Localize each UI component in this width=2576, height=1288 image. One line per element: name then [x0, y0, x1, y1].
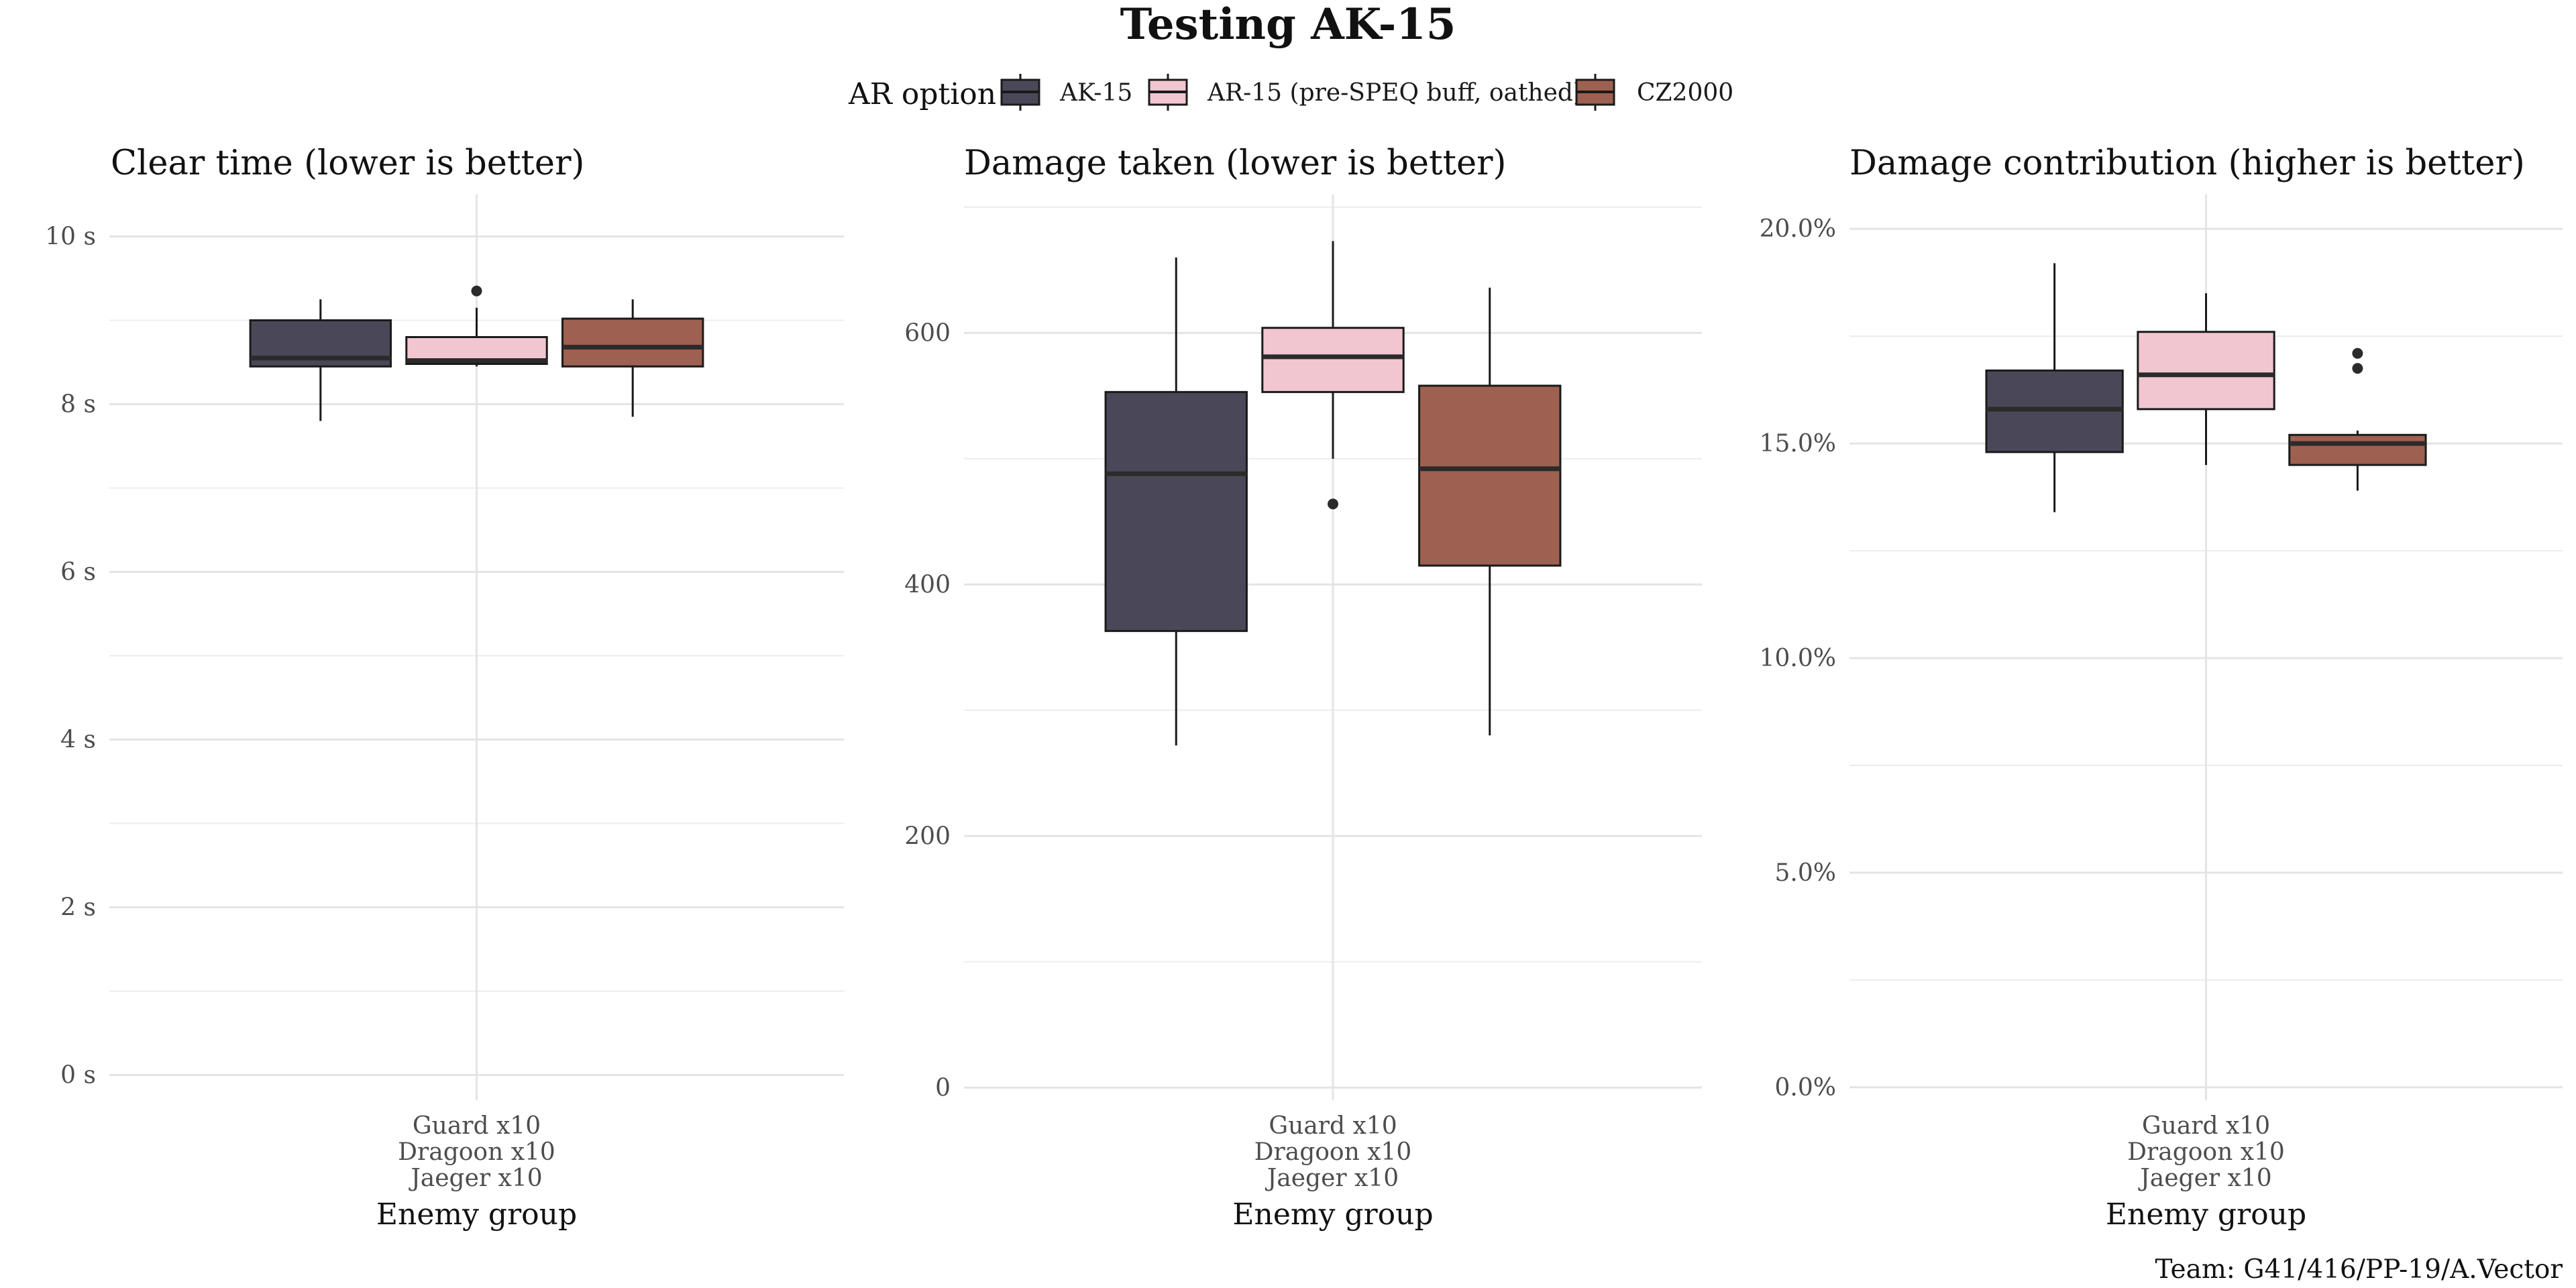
box-clear-time-2: [561, 299, 704, 417]
y-tick-label: 8 s: [60, 391, 96, 419]
legend-entry-ar15: AR-15 (pre-SPEQ buff, oathed): [1148, 74, 1582, 111]
outlier-point: [1328, 498, 1338, 510]
panel-title: Damage contribution (higher is better): [1849, 144, 2525, 183]
figure-title: Testing AK-15: [1120, 0, 1456, 50]
box-damage-contribution-2: [2288, 347, 2427, 491]
x-tick-label: Jaeger x10: [408, 1165, 542, 1192]
box-clear-time-1: [405, 285, 548, 367]
box-damage-contribution-1: [2137, 293, 2275, 466]
y-tick-label: 0 s: [60, 1062, 96, 1089]
legend-title: AR option: [848, 77, 996, 111]
y-tick-label: 0: [935, 1074, 951, 1102]
box-iqr: [561, 317, 704, 368]
y-tick-label: 600: [904, 319, 951, 347]
x-axis-label: Enemy group: [376, 1197, 577, 1232]
x-axis-label: Enemy group: [1232, 1197, 1433, 1232]
x-tick-label: Dragoon x10: [398, 1138, 555, 1166]
y-tick-label: 400: [904, 571, 951, 598]
box-iqr: [2288, 433, 2427, 466]
x-tick-label: Guard x10: [2142, 1112, 2270, 1140]
outlier-point: [471, 285, 482, 297]
box-damage-contribution-0: [1985, 263, 2124, 513]
y-tick-label: 10.0%: [1760, 645, 1836, 672]
y-tick-label: 10 s: [45, 223, 96, 251]
box-iqr: [1418, 384, 1562, 567]
y-tick-label: 0.0%: [1775, 1074, 1836, 1102]
panel-damage-taken: 0 200 400 600 Damage taken (lower is better)…: [904, 144, 1702, 1232]
x-tick-label: Dragoon x10: [2127, 1138, 2285, 1166]
x-tick-label: Guard x10: [413, 1112, 541, 1140]
box-iqr: [2137, 331, 2275, 411]
y-tick-label: 6 s: [60, 559, 96, 586]
y-tick-label: 15.0%: [1760, 430, 1836, 458]
y-tick-label: 4 s: [60, 727, 96, 754]
y-tick-label: 200: [904, 822, 951, 850]
box-clear-time-0: [249, 299, 392, 421]
box-damage-taken-1: [1261, 241, 1405, 510]
box-damage-taken-2: [1418, 287, 1562, 736]
x-tick-label: Dragoon x10: [1254, 1138, 1412, 1166]
panel-title: Clear time (lower is better): [111, 144, 584, 183]
x-tick-label: Jaeger x10: [2137, 1165, 2271, 1192]
legend-label-ak15: AK-15: [1059, 79, 1132, 107]
legend-entry-ak15: AK-15: [1000, 74, 1132, 111]
x-axis-label: Enemy group: [2106, 1197, 2306, 1232]
caption: Team: G41/416/PP-19/A.Vector: [2155, 1254, 2563, 1285]
legend-label-ar15: AR-15 (pre-SPEQ buff, oathed): [1207, 79, 1582, 107]
y-tick-label: 2 s: [60, 894, 96, 922]
outlier-point: [2352, 347, 2363, 359]
legend-entry-cz2000: CZ2000: [1575, 74, 1733, 111]
y-tick-label: 20.0%: [1760, 215, 1836, 243]
box-iqr: [1104, 390, 1248, 633]
x-tick-label: Guard x10: [1269, 1112, 1397, 1140]
panel-clear-time: 0 s 2 s 4 s 6 s 8 s 10 s Clear time (lower is …: [45, 144, 844, 1232]
panels: 0 s 2 s 4 s 6 s 8 s 10 s Clear time (lower is …: [45, 144, 2563, 1232]
outlier-point: [2352, 363, 2363, 374]
panel-title: Damage taken (lower is better): [964, 144, 1506, 183]
legend-label-cz2000: CZ2000: [1637, 79, 1733, 107]
panel-damage-contribution: 0.0% 5.0% 10.0% 15.0% 20.0% Damage contributi…: [1760, 144, 2563, 1232]
y-tick-label: 5.0%: [1775, 859, 1836, 887]
box-iqr: [1261, 327, 1405, 393]
box-damage-taken-0: [1104, 257, 1248, 746]
x-tick-label: Jaeger x10: [1265, 1165, 1399, 1192]
legend: AR option AK-15 AR-15 (pre-SPEQ buff, oa…: [848, 74, 1733, 111]
